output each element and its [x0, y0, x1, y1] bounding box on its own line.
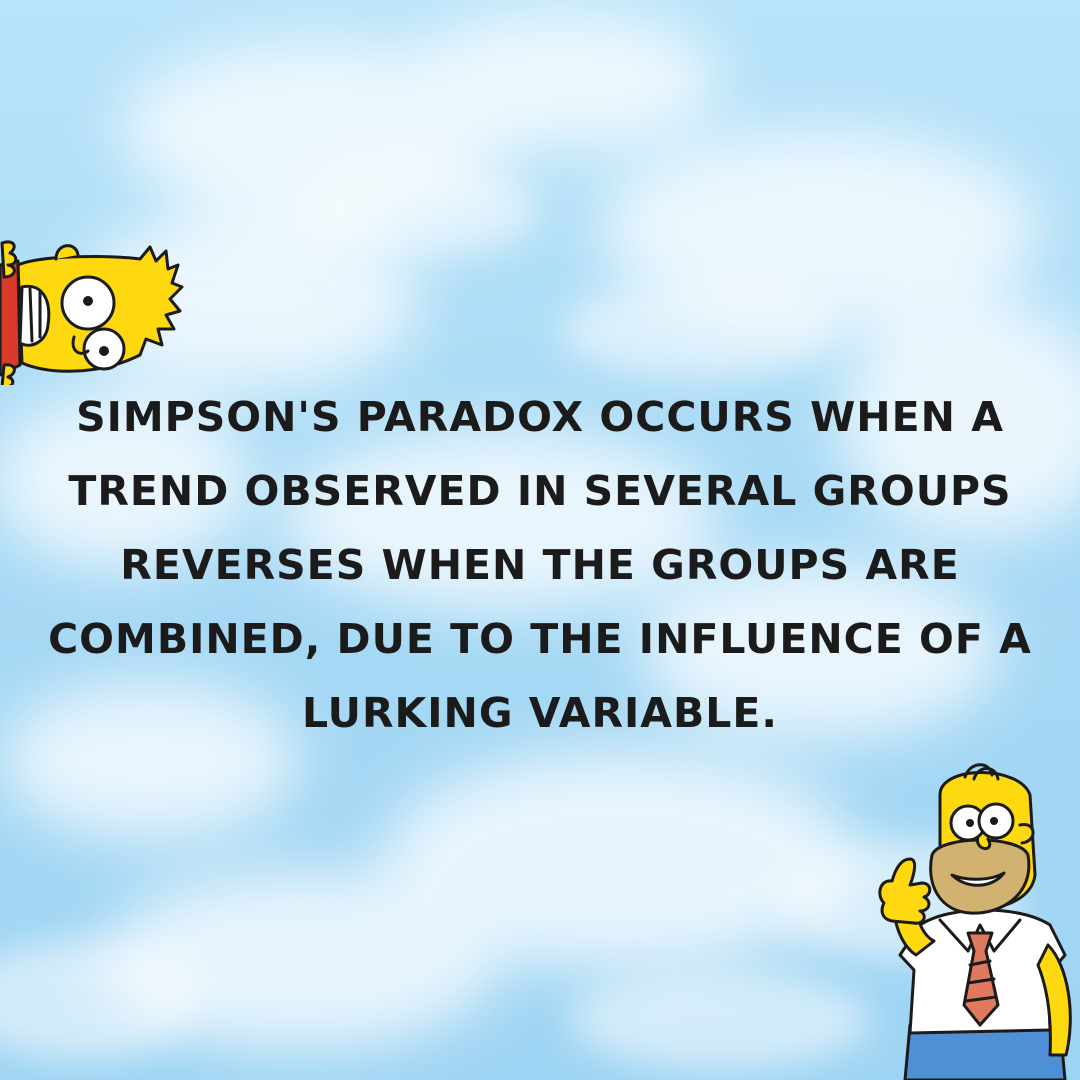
bart-character-illustration [0, 240, 184, 385]
homer-character-illustration [878, 763, 1072, 1080]
caption-text: SIMPSON'S PARADOX OCCURS WHEN A TREND OB… [48, 393, 1032, 737]
